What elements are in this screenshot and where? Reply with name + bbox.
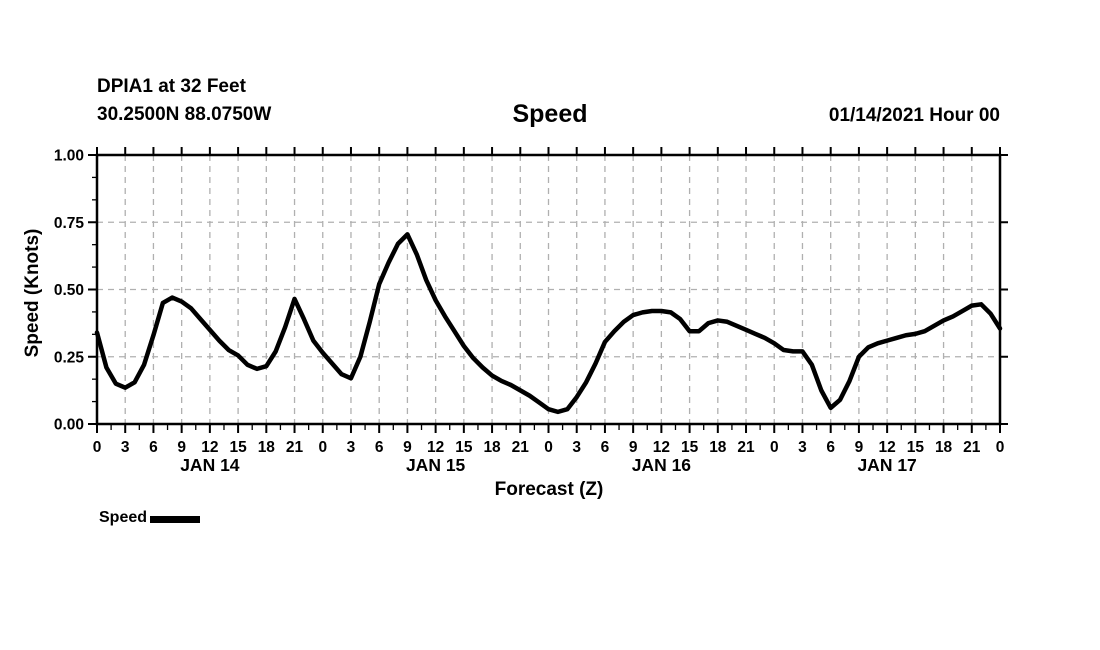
y-axis-title: Speed (Knots) bbox=[22, 228, 43, 358]
x-tick-label: 9 bbox=[403, 439, 412, 456]
x-tick-label: 12 bbox=[201, 439, 218, 456]
x-tick-label: 0 bbox=[544, 439, 553, 456]
y-tick-label: 1.00 bbox=[54, 148, 84, 165]
day-label: JAN 16 bbox=[632, 455, 692, 475]
x-tick-label: 18 bbox=[709, 439, 727, 456]
x-tick-label: 21 bbox=[512, 439, 530, 456]
y-tick-label: 0.75 bbox=[54, 215, 85, 232]
y-tick-label: 0.25 bbox=[54, 349, 85, 366]
legend: Speed bbox=[99, 509, 201, 527]
y-tick-label: 0.50 bbox=[54, 282, 84, 299]
station-name: DPIA1 at 32 Feet bbox=[97, 76, 246, 97]
x-tick-label: 9 bbox=[855, 439, 864, 456]
x-tick-label: 21 bbox=[286, 439, 304, 456]
y-tick-label: 0.00 bbox=[54, 417, 84, 434]
day-label: JAN 15 bbox=[406, 455, 466, 475]
x-tick-label: 6 bbox=[149, 439, 158, 456]
x-tick-label: 3 bbox=[572, 439, 581, 456]
x-tick-label: 3 bbox=[347, 439, 356, 456]
station-coordinates: 30.2500N 88.0750W bbox=[97, 104, 272, 125]
x-tick-label: 12 bbox=[879, 439, 896, 456]
x-tick-label: 0 bbox=[318, 439, 327, 456]
x-tick-label: 15 bbox=[455, 439, 473, 456]
x-tick-label: 21 bbox=[737, 439, 755, 456]
forecast-run-datetime: 01/14/2021 Hour 00 bbox=[828, 105, 1000, 126]
x-tick-label: 0 bbox=[93, 439, 102, 456]
x-tick-label: 18 bbox=[483, 439, 501, 456]
x-tick-label: 6 bbox=[826, 439, 835, 456]
x-tick-label: 18 bbox=[935, 439, 953, 456]
x-tick-label: 3 bbox=[798, 439, 807, 456]
x-tick-label: 0 bbox=[770, 439, 779, 456]
speed-curve bbox=[94, 232, 1003, 415]
legend-line-sample bbox=[150, 515, 201, 523]
legend-label: Speed bbox=[99, 509, 148, 526]
x-tick-label: 18 bbox=[258, 439, 276, 456]
x-axis-title: Forecast (Z) bbox=[494, 479, 604, 500]
day-label: JAN 14 bbox=[180, 455, 240, 475]
x-tick-label: 12 bbox=[653, 439, 670, 456]
x-tick-label: 9 bbox=[177, 439, 186, 456]
x-tick-label: 12 bbox=[427, 439, 444, 456]
x-tick-label: 9 bbox=[629, 439, 638, 456]
x-tick-label: 15 bbox=[907, 439, 925, 456]
x-tick-label: 0 bbox=[996, 439, 1005, 456]
x-tick-label: 6 bbox=[375, 439, 384, 456]
day-label: JAN 17 bbox=[857, 455, 916, 475]
x-tick-label: 15 bbox=[229, 439, 247, 456]
x-tick-label: 6 bbox=[601, 439, 610, 456]
x-tick-label: 21 bbox=[963, 439, 981, 456]
x-tick-label: 3 bbox=[121, 439, 130, 456]
chart-title: Speed bbox=[512, 100, 588, 128]
x-tick-label: 15 bbox=[681, 439, 699, 456]
